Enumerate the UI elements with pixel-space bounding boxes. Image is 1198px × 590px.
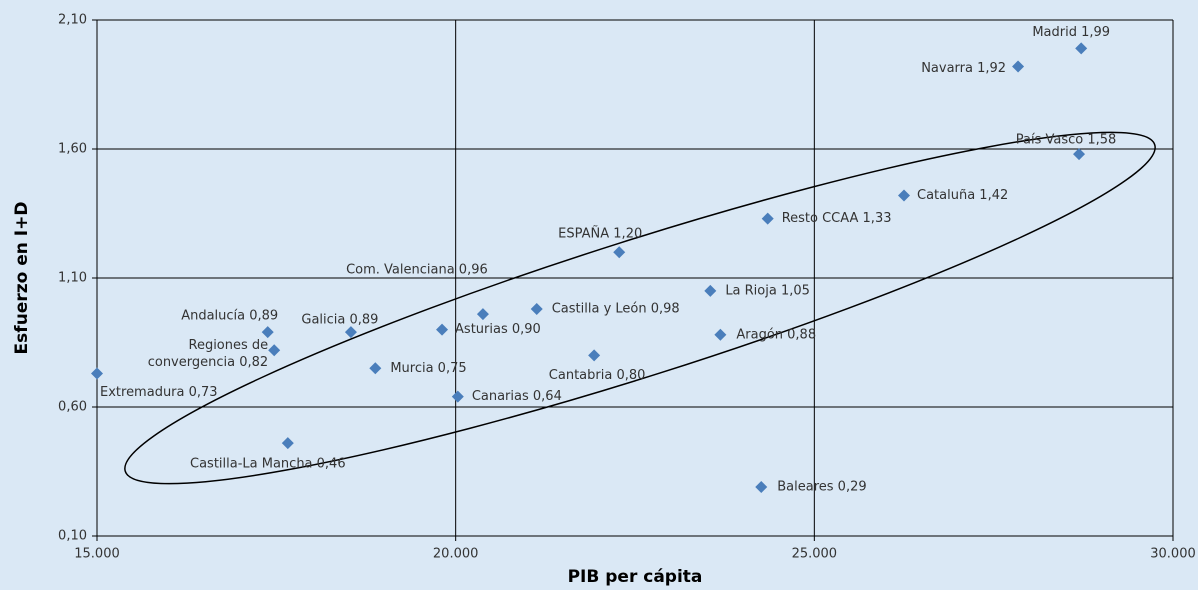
point xyxy=(588,349,601,362)
x-tick-label: 30.000 xyxy=(1150,547,1196,562)
point xyxy=(344,326,357,339)
point-label: La Rioja 1,05 xyxy=(725,283,810,298)
point xyxy=(898,189,910,202)
point-label: ESPAÑA 1,20 xyxy=(558,226,642,242)
point-label: Cantabria 0,80 xyxy=(549,368,646,383)
point-label: Com. Valenciana 0,96 xyxy=(346,263,488,278)
point-label: Canarias 0,64 xyxy=(472,389,562,404)
point xyxy=(1073,148,1086,161)
point xyxy=(1075,42,1088,55)
x-axis-title: PIB per cápita xyxy=(568,567,703,587)
point-label: Resto CCAA 1,33 xyxy=(782,211,892,226)
y-axis-title: Esfuerzo en I+D xyxy=(12,202,32,355)
y-tick-label: 0,10 xyxy=(58,529,87,544)
point xyxy=(436,323,449,336)
point-label: Aragón 0,88 xyxy=(736,327,816,342)
point-label: Madrid 1,99 xyxy=(1032,25,1110,40)
point xyxy=(714,328,727,341)
point xyxy=(704,284,717,297)
point-label: Murcia 0,75 xyxy=(390,361,466,376)
point-label: Baleares 0,29 xyxy=(777,479,866,494)
point xyxy=(530,302,543,315)
point-label: Andalucía 0,89 xyxy=(181,309,278,324)
point xyxy=(761,212,774,225)
y-tick-label: 2,10 xyxy=(58,13,87,28)
point-label: Castilla-La Mancha 0,46 xyxy=(190,457,346,472)
point xyxy=(476,308,489,321)
point xyxy=(261,326,274,339)
y-tick-label: 1,10 xyxy=(58,271,87,286)
point xyxy=(268,344,281,357)
point-label: Extremadura 0,73 xyxy=(100,385,218,400)
x-tick-label: 15.000 xyxy=(74,547,120,562)
point xyxy=(281,437,294,450)
point-label: Regiones de convergencia 0,82 xyxy=(148,338,268,370)
point xyxy=(613,246,626,259)
point-label: Castilla y León 0,98 xyxy=(552,301,680,316)
ellipse xyxy=(124,131,1156,485)
point-label: País Vasco 1,58 xyxy=(1016,133,1117,148)
x-tick-label: 20.000 xyxy=(433,547,479,562)
point xyxy=(755,480,768,493)
point-label: Asturias 0,90 xyxy=(455,322,541,337)
point xyxy=(91,367,103,380)
point-label: Navarra 1,92 xyxy=(921,61,1006,76)
point xyxy=(1012,60,1025,73)
x-tick-label: 25.000 xyxy=(792,547,838,562)
y-tick-label: 0,60 xyxy=(58,400,87,415)
point xyxy=(369,362,382,375)
y-tick-label: 1,60 xyxy=(58,142,87,157)
point-label: Cataluña 1,42 xyxy=(917,188,1008,203)
point-label: Galicia 0,89 xyxy=(301,313,378,328)
point xyxy=(451,390,464,403)
